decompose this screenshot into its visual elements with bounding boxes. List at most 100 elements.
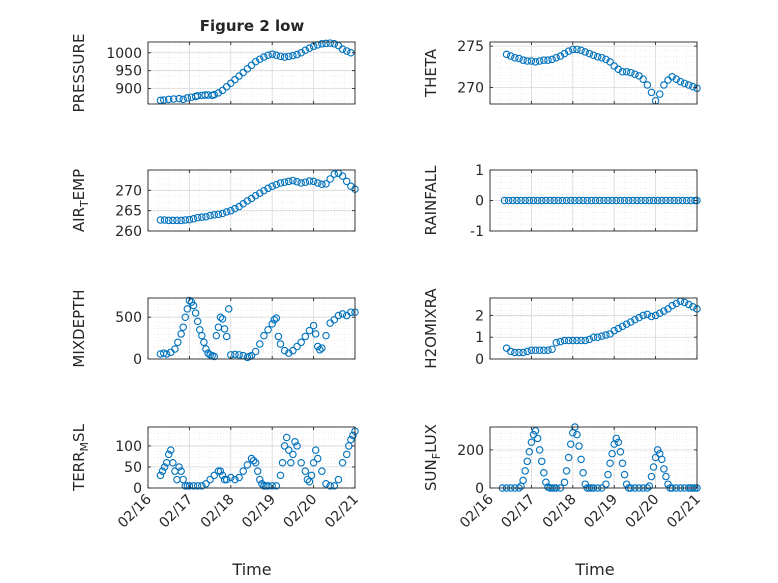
data-point <box>297 459 305 467</box>
data-point <box>309 321 318 330</box>
data-point <box>218 471 227 480</box>
data-point <box>313 179 322 187</box>
data-point <box>643 81 652 89</box>
data-point <box>318 467 326 475</box>
data-point <box>525 448 534 456</box>
series-terr-msl <box>156 427 359 490</box>
x-axis-label-left: Time <box>231 560 271 579</box>
data-point <box>334 311 343 320</box>
data-point <box>614 438 623 446</box>
data-point <box>612 196 621 205</box>
y-tick-label: 500 <box>115 310 142 326</box>
x-tick-label: 02/18 <box>540 492 580 532</box>
data-point <box>256 189 264 197</box>
data-point <box>204 349 212 357</box>
data-point <box>220 325 229 333</box>
data-point <box>655 309 664 317</box>
data-point <box>342 47 351 55</box>
data-point <box>347 308 355 316</box>
data-point <box>218 315 227 323</box>
data-point <box>560 336 569 345</box>
data-point <box>627 68 635 77</box>
data-point <box>222 332 231 341</box>
data-point <box>256 475 264 484</box>
figure-title: Figure 2 low <box>200 17 305 35</box>
data-point <box>222 208 231 216</box>
data-point <box>566 196 575 205</box>
data-point <box>602 331 610 339</box>
data-point <box>247 454 256 463</box>
data-point <box>285 349 293 357</box>
data-point <box>544 346 552 355</box>
y-tick-label: 2 <box>475 308 484 324</box>
data-point <box>253 467 262 475</box>
data-point <box>330 482 339 490</box>
data-point <box>285 52 293 61</box>
data-point <box>256 340 264 348</box>
y-tick-label: 0 <box>133 352 142 368</box>
data-point <box>548 345 556 353</box>
data-point <box>606 459 614 467</box>
data-point <box>653 446 662 454</box>
data-point <box>326 39 334 47</box>
data-point <box>289 450 297 459</box>
data-point <box>612 434 621 443</box>
data-point <box>509 196 517 205</box>
data-point <box>540 468 548 477</box>
data-point <box>251 459 260 467</box>
data-point <box>573 45 581 54</box>
data-point <box>610 326 618 335</box>
y-tick-label: 1000 <box>106 46 142 62</box>
x-tick-label: 02/16 <box>457 491 497 531</box>
axes-box <box>147 169 356 232</box>
data-point <box>235 473 243 482</box>
y-axis-label: SUNFLUX <box>422 424 443 491</box>
axes-box <box>489 41 698 105</box>
data-point <box>330 40 339 48</box>
data-point <box>502 50 511 59</box>
data-point <box>177 216 185 225</box>
data-point <box>500 196 509 205</box>
data-point <box>270 315 279 324</box>
y-tick-label: 0 <box>475 194 484 210</box>
data-point <box>276 471 285 480</box>
data-point <box>164 450 173 459</box>
data-point <box>169 459 177 467</box>
data-point <box>589 333 598 341</box>
data-point <box>631 70 639 78</box>
data-point <box>293 50 301 59</box>
data-point <box>523 57 532 65</box>
y-tick-label: 0 <box>475 352 484 368</box>
data-point <box>658 455 666 464</box>
data-point <box>533 196 542 205</box>
data-point <box>531 346 540 355</box>
data-point <box>239 467 247 475</box>
data-point <box>282 433 291 442</box>
data-point <box>629 196 637 205</box>
y-axis-label: H2OMIXRA <box>422 288 440 369</box>
data-point <box>531 427 540 435</box>
x-tick-label: 02/21 <box>664 492 704 532</box>
data-point <box>185 215 194 224</box>
data-point <box>181 313 190 321</box>
data-point <box>322 39 330 48</box>
data-point <box>581 480 589 488</box>
data-point <box>575 196 583 205</box>
data-point <box>542 478 550 487</box>
data-point <box>276 179 285 187</box>
data-point <box>593 333 602 341</box>
data-point <box>301 46 310 54</box>
data-point <box>562 196 571 205</box>
data-point <box>164 216 173 225</box>
data-point <box>560 49 569 58</box>
data-point <box>569 336 577 345</box>
series-rainfall <box>500 196 701 205</box>
data-point <box>272 51 281 60</box>
data-point <box>548 55 556 64</box>
data-point <box>602 480 610 488</box>
data-point <box>523 457 532 466</box>
data-point <box>289 51 297 60</box>
data-point <box>216 467 225 475</box>
series-mixdepth <box>156 296 359 362</box>
data-point <box>181 482 190 490</box>
